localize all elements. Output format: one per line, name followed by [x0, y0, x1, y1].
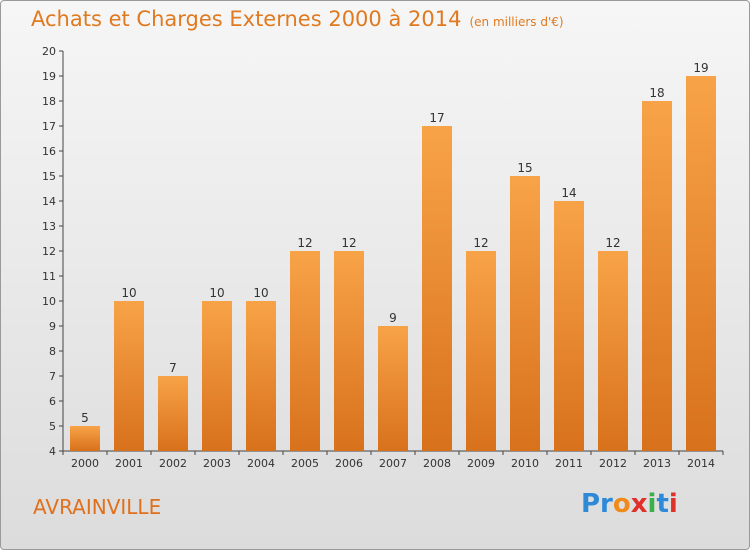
- x-tick-label: 2014: [687, 457, 715, 470]
- y-tick-label: 9: [49, 320, 56, 333]
- x-tick-label: 2000: [71, 457, 99, 470]
- y-tick-label: 8: [49, 345, 56, 358]
- bar-value-label: 12: [297, 236, 312, 250]
- y-tick-label: 18: [42, 95, 56, 108]
- y-tick-label: 20: [42, 45, 56, 58]
- y-tick-label: 15: [42, 170, 56, 183]
- bar-value-label: 12: [605, 236, 620, 250]
- y-tick-label: 12: [42, 245, 56, 258]
- bar-value-label: 14: [561, 186, 576, 200]
- x-tick-label: 2008: [423, 457, 451, 470]
- bar-value-label: 17: [429, 111, 444, 125]
- x-tick-label: 2006: [335, 457, 363, 470]
- bar-value-label: 10: [253, 286, 268, 300]
- bar-2013: [642, 101, 672, 451]
- logo-part: i: [647, 489, 657, 519]
- bar-2002: [158, 376, 188, 451]
- logo-part: t: [656, 489, 669, 519]
- y-tick-label: 6: [49, 395, 56, 408]
- y-tick-label: 10: [42, 295, 56, 308]
- chart-title-text: Achats et Charges Externes 2000 à 2014: [31, 7, 462, 31]
- bar-2008: [422, 126, 452, 451]
- y-tick-label: 5: [49, 420, 56, 433]
- bar-value-label: 5: [81, 411, 89, 425]
- bar-2012: [598, 251, 628, 451]
- bar-value-label: 10: [121, 286, 136, 300]
- x-axis: 2000 2001 2002 2003 2004 2005 2006 2007 2008 2009…: [62, 450, 724, 470]
- bar-2009: [466, 251, 496, 451]
- x-tick-label: 2007: [379, 457, 407, 470]
- bar-value-label: 9: [389, 311, 397, 325]
- bar-value-label: 7: [169, 361, 177, 375]
- y-tick-label: 14: [42, 195, 56, 208]
- bar-value-label: 10: [209, 286, 224, 300]
- y-tick-label: 19: [42, 70, 56, 83]
- x-tick-label: 2004: [247, 457, 275, 470]
- chart-title: Achats et Charges Externes 2000 à 2014 (e…: [31, 7, 564, 31]
- logo-part: x: [630, 489, 648, 519]
- x-tick-label: 2005: [291, 457, 319, 470]
- y-tick-label: 16: [42, 145, 56, 158]
- bar-2000: [70, 426, 100, 451]
- x-tick-label: 2002: [159, 457, 187, 470]
- bar-2001: [114, 301, 144, 451]
- bar-2004: [246, 301, 276, 451]
- bar-value-label: 19: [693, 61, 708, 75]
- commune-name: AVRAINVILLE: [33, 495, 162, 519]
- bar-value-label: 18: [649, 86, 664, 100]
- x-tick-label: 2001: [115, 457, 143, 470]
- chart-unit: (en milliers d'€): [469, 15, 564, 29]
- x-tick-label: 2013: [643, 457, 671, 470]
- y-tick-label: 11: [42, 270, 56, 283]
- bars: 5 10 7 10 10 12 12 9 17 12 15 14 12 18 19: [70, 61, 716, 451]
- y-tick-label: 4: [49, 445, 56, 458]
- logo-part: o: [612, 489, 631, 519]
- y-tick-label: 17: [42, 120, 56, 133]
- logo-part: i: [668, 489, 678, 519]
- bar-value-label: 12: [341, 236, 356, 250]
- x-tick-label: 2009: [467, 457, 495, 470]
- bar-2007: [378, 326, 408, 451]
- bar-2003: [202, 301, 232, 451]
- x-tick-label: 2003: [203, 457, 231, 470]
- bar-2011: [554, 201, 584, 451]
- y-tick-label: 13: [42, 220, 56, 233]
- y-axis: 4 5 6 7 8 9 10 11 12 13 14 15 16 17 18 19 20: [42, 45, 64, 458]
- x-tick-label: 2010: [511, 457, 539, 470]
- proxiti-logo: Proxiti: [581, 489, 678, 519]
- bar-2006: [334, 251, 364, 451]
- bar-2010: [510, 176, 540, 451]
- x-tick-label: 2012: [599, 457, 627, 470]
- y-tick-label: 7: [49, 370, 56, 383]
- bar-2005: [290, 251, 320, 451]
- bar-value-label: 12: [473, 236, 488, 250]
- bar-2014: [686, 76, 716, 451]
- bar-value-label: 15: [517, 161, 532, 175]
- logo-part: Pr: [581, 489, 613, 519]
- x-tick-label: 2011: [555, 457, 583, 470]
